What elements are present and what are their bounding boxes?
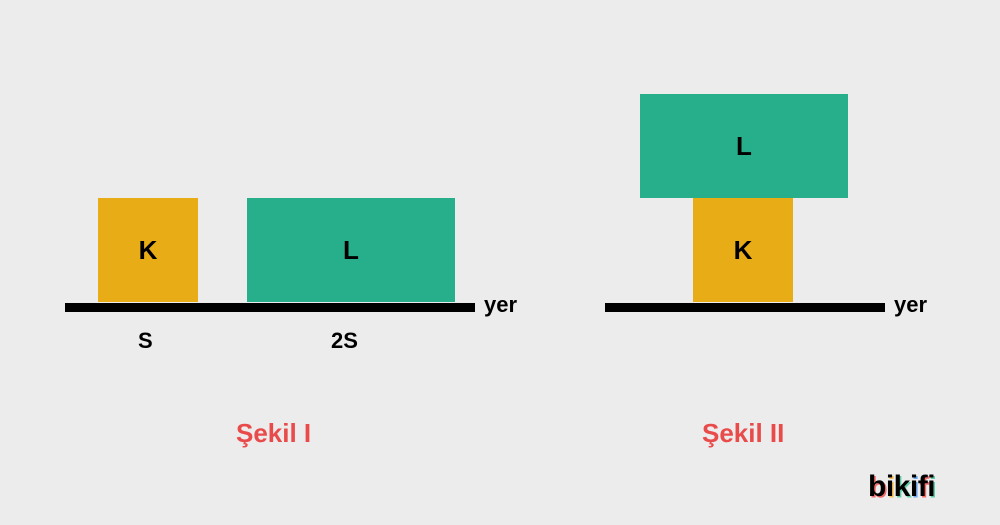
fig1-block-l-label: L bbox=[343, 235, 359, 266]
fig1-area-s-label: S bbox=[138, 328, 153, 354]
fig2-block-k: K bbox=[693, 198, 793, 302]
fig2-ground-line bbox=[605, 303, 885, 312]
fig1-caption: Şekil I bbox=[236, 418, 311, 449]
fig1-block-l: L bbox=[247, 198, 455, 302]
fig1-ground-label: yer bbox=[484, 292, 517, 318]
diagram-canvas: K L yer S 2S Şekil I K L yer Şekil II bi… bbox=[0, 0, 1000, 525]
brand-logo: bikifi bbox=[868, 470, 935, 504]
fig2-block-k-label: K bbox=[734, 235, 753, 266]
fig2-block-l-label: L bbox=[736, 131, 752, 162]
fig2-block-l: L bbox=[640, 94, 848, 198]
fig1-area-2s-label: 2S bbox=[331, 328, 358, 354]
fig2-caption: Şekil II bbox=[702, 418, 784, 449]
fig2-ground-label: yer bbox=[894, 292, 927, 318]
fig1-block-k: K bbox=[98, 198, 198, 302]
fig1-ground-line bbox=[65, 303, 475, 312]
fig1-block-k-label: K bbox=[139, 235, 158, 266]
